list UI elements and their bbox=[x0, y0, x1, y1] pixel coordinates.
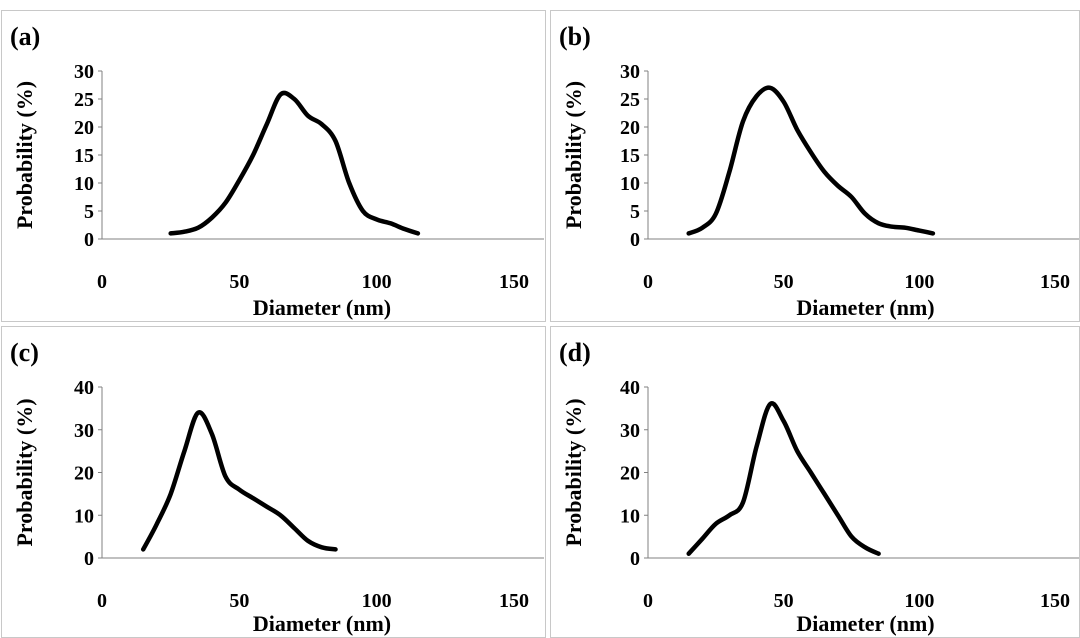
chart-panel-d: (d) 0 10 20 30 40 0 50 100 150 Diameter (nm) Probab… bbox=[550, 326, 1080, 638]
x-axis-title-c: Diameter (nm) bbox=[253, 611, 391, 636]
y-tick-label-c: 20 bbox=[74, 463, 94, 485]
y-tick-label-d: 20 bbox=[620, 463, 640, 485]
series-line-c bbox=[140, 410, 338, 552]
x-tick-label-b: 50 bbox=[774, 271, 794, 293]
panel-label-c: (c) bbox=[10, 338, 39, 367]
x-tick-label-d: 150 bbox=[1040, 590, 1070, 612]
series-line-a bbox=[168, 90, 421, 236]
y-tick-label-a: 5 bbox=[84, 201, 94, 223]
y-tick-label-b: 25 bbox=[620, 89, 640, 111]
x-tick-label-d: 0 bbox=[643, 590, 653, 612]
x-tick-label-d: 50 bbox=[774, 590, 794, 612]
x-tick-label-c: 150 bbox=[499, 590, 529, 612]
y-tick-label-b: 5 bbox=[630, 201, 640, 223]
y-tick-label-b: 20 bbox=[620, 117, 640, 139]
y-tick-label-c: 30 bbox=[74, 420, 94, 442]
x-tick-label-b: 150 bbox=[1040, 271, 1070, 293]
y-tick-label-c: 0 bbox=[84, 548, 94, 570]
y-tick-label-b: 15 bbox=[620, 145, 640, 167]
x-tick-label-c: 0 bbox=[97, 590, 107, 612]
x-tick-label-b: 100 bbox=[904, 271, 934, 293]
y-axis-title-b: Probability (%) bbox=[561, 81, 586, 229]
chart-svg-a: (a) 0 5 10 15 20 25 30 0 50 100 150 Diameter (nm) Pro… bbox=[10, 22, 544, 320]
panel-label-d: (d) bbox=[559, 338, 591, 367]
y-tick-label-d: 0 bbox=[630, 548, 640, 570]
x-tick-label-a: 50 bbox=[229, 271, 249, 293]
y-tick-label-a: 10 bbox=[74, 173, 94, 195]
x-axis-title-b: Diameter (nm) bbox=[796, 295, 934, 320]
x-axis-title-a: Diameter (nm) bbox=[253, 295, 391, 320]
y-axis-title-c: Probability (%) bbox=[12, 398, 37, 546]
y-axis-title-d: Probability (%) bbox=[561, 398, 586, 546]
x-tick-label-a: 100 bbox=[362, 271, 392, 293]
x-tick-label-a: 150 bbox=[499, 271, 529, 293]
panel-label-b: (b) bbox=[559, 22, 591, 51]
chart-svg-c: (c) 0 10 20 30 40 0 50 100 150 Diameter (nm) Probab… bbox=[10, 338, 544, 636]
chart-svg-d: (d) 0 10 20 30 40 0 50 100 150 Diameter (nm) Probab… bbox=[559, 338, 1079, 636]
y-axis-title-a: Probability (%) bbox=[12, 81, 37, 229]
series-line-b bbox=[686, 85, 936, 236]
x-tick-label-a: 0 bbox=[97, 271, 107, 293]
chart-panel-b: (b) 0 5 10 15 20 25 30 0 50 100 150 Diameter (nm) Pro… bbox=[550, 10, 1080, 322]
y-tick-label-d: 40 bbox=[620, 377, 640, 399]
chart-panel-a: (a) 0 5 10 15 20 25 30 0 50 100 150 Diameter (nm) Pro… bbox=[1, 10, 546, 322]
y-tick-label-c: 10 bbox=[74, 505, 94, 527]
y-tick-label-a: 20 bbox=[74, 117, 94, 139]
x-tick-label-c: 100 bbox=[362, 590, 392, 612]
y-tick-label-d: 30 bbox=[620, 420, 640, 442]
x-tick-label-c: 50 bbox=[229, 590, 249, 612]
y-tick-label-b: 0 bbox=[630, 229, 640, 251]
chart-svg-b: (b) 0 5 10 15 20 25 30 0 50 100 150 Diameter (nm) Pro… bbox=[559, 22, 1079, 320]
x-axis-title-d: Diameter (nm) bbox=[796, 611, 934, 636]
x-tick-label-d: 100 bbox=[904, 590, 934, 612]
panel-label-a: (a) bbox=[10, 22, 40, 51]
y-tick-label-a: 15 bbox=[74, 145, 94, 167]
y-tick-label-b: 10 bbox=[620, 173, 640, 195]
x-tick-label-b: 0 bbox=[643, 271, 653, 293]
y-tick-label-a: 30 bbox=[74, 61, 94, 83]
y-tick-label-d: 10 bbox=[620, 505, 640, 527]
series-line-d bbox=[686, 401, 881, 556]
y-tick-label-b: 30 bbox=[620, 61, 640, 83]
y-tick-label-a: 25 bbox=[74, 89, 94, 111]
chart-panel-c: (c) 0 10 20 30 40 0 50 100 150 Diameter (nm) Probab… bbox=[1, 326, 546, 638]
y-tick-label-c: 40 bbox=[74, 377, 94, 399]
y-tick-label-a: 0 bbox=[84, 229, 94, 251]
